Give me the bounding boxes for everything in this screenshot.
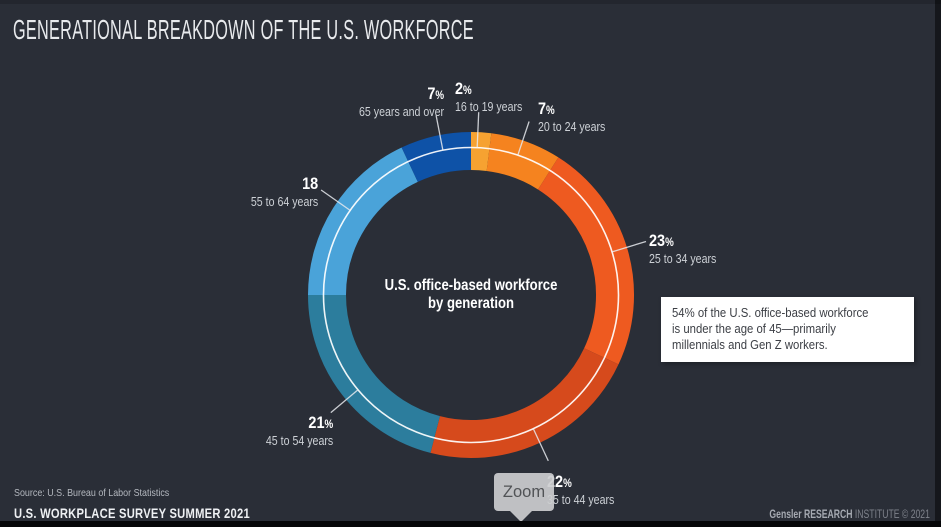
donut-segment-s2534 — [537, 157, 634, 365]
leader-line-s2534 — [612, 240, 647, 253]
percent-sign: % — [324, 419, 333, 431]
segment-range: 55 to 64 years — [250, 194, 318, 209]
segment-percent: 7% — [538, 99, 555, 118]
percent-sign: % — [463, 85, 472, 97]
segment-percent: 21% — [308, 413, 333, 432]
segment-range: 45 to 54 years — [265, 433, 333, 448]
center-label: U.S. office-based workforce by generatio… — [348, 277, 594, 313]
center-label-line2: by generation — [427, 294, 515, 312]
leader-line-s65over — [435, 115, 444, 150]
segment-label-s65over: 7% 65 years and over — [359, 85, 444, 118]
segment-percent: 18 — [301, 174, 318, 193]
leader-line-s1619 — [476, 112, 480, 148]
segment-percent: 7% — [427, 84, 444, 103]
center-label-line1: U.S. office-based workforce — [384, 277, 558, 294]
callout-text-line: millennials and Gen Z workers. — [672, 337, 828, 352]
zoom-tooltip-label: Zoom — [502, 482, 546, 501]
donut-segment-s65over — [401, 132, 472, 183]
percent-sign: % — [665, 237, 674, 249]
donut-segment-s3544 — [430, 347, 619, 458]
survey-footer: U.S. WORKPLACE SURVEY SUMMER 2021 — [14, 505, 250, 521]
segment-range: 65 years and over — [358, 104, 444, 119]
percent-sign: % — [435, 90, 444, 102]
callout-text-line: 54% of the U.S. office-based workforce — [672, 305, 869, 320]
donut-segment-s2024 — [486, 133, 559, 190]
segment-percent: 2% — [455, 79, 472, 98]
segment-range: 25 to 34 years — [649, 251, 717, 266]
segment-range: 35 to 44 years — [547, 492, 615, 507]
bottom-edge-strip — [0, 521, 941, 527]
zoom-tooltip: Zoom — [494, 473, 554, 522]
brand-footer-name: Gensler RESEARCH — [769, 507, 853, 521]
brand-footer-rest: INSTITUTE © 2021 — [852, 507, 930, 521]
percent-sign: % — [563, 478, 572, 490]
source-note: Source: U.S. Bureau of Labor Statistics — [14, 487, 170, 499]
donut-segment-s5564 — [308, 147, 419, 296]
brand-footer: Gensler RESEARCH INSTITUTE © 2021 — [769, 507, 930, 521]
top-edge-strip — [0, 0, 941, 4]
segment-label-s3544: 22% 35 to 44 years — [547, 473, 614, 506]
leader-line-s3544 — [532, 428, 549, 462]
segment-label-s4554: 21% 45 to 54 years — [266, 414, 333, 447]
right-edge-strip — [935, 0, 941, 527]
percent-sign: % — [546, 105, 555, 117]
segment-label-s2534: 23% 25 to 34 years — [649, 232, 716, 265]
segment-range: 16 to 19 years — [455, 99, 523, 114]
leader-line-s2024 — [517, 121, 530, 155]
leader-line-s4554 — [330, 389, 359, 414]
segment-percent: 22% — [547, 472, 572, 491]
segment-range: 20 to 24 years — [538, 119, 606, 134]
callout-box: 54% of the U.S. office-based workforce i… — [661, 297, 914, 362]
donut-segment-s1619 — [470, 131, 492, 171]
segment-label-s2024: 7% 20 to 24 years — [538, 100, 605, 133]
segment-label-s5564: 18 55 to 64 years — [251, 175, 318, 208]
callout-text-line: is under the age of 45—primarily — [672, 321, 836, 336]
segment-label-s1619: 2% 16 to 19 years — [455, 80, 522, 113]
zoom-tooltip-tail — [510, 511, 532, 522]
donut-segment-s4554 — [308, 294, 441, 453]
leader-line-s5564 — [320, 189, 351, 211]
page-title: GENERATIONAL BREAKDOWN OF THE U.S. WORKF… — [13, 14, 474, 45]
donut-ring — [322, 146, 620, 444]
segment-percent: 23% — [649, 231, 674, 250]
